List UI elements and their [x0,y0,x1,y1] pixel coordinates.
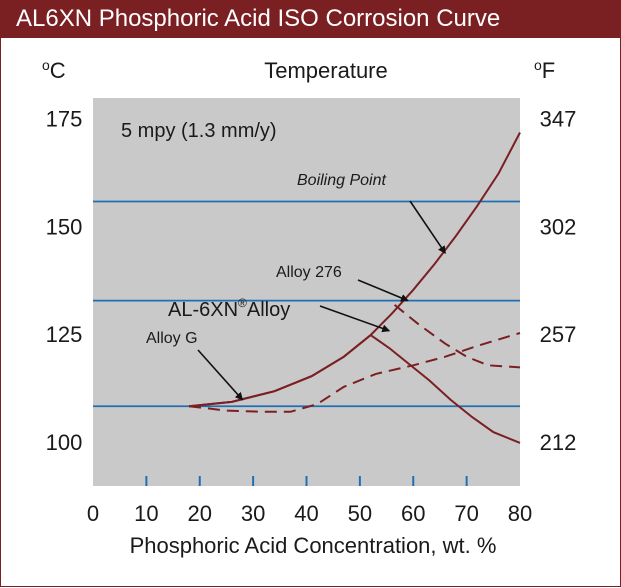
x-tick-label: 40 [294,501,318,526]
series-al-6xn-alloy [188,333,521,444]
plot-area [93,98,520,486]
y-tick-label-left: 125 [46,322,83,347]
y-tick-label-right: 302 [540,214,577,239]
chart-title: AL6XN Phosphoric Acid ISO Corrosion Curv… [16,5,501,32]
chart-subtitle: 5 mpy (1.3 mm/y) [121,120,277,142]
annotation-alloy-g: Alloy G [146,330,198,347]
y-unit-left: oC [42,57,66,83]
chart-inner-title: Temperature [264,58,388,83]
y-tick-label-left: 150 [46,214,83,239]
y-tick-label-right: 347 [540,107,577,132]
annotation-arrow-alloy-g [197,349,244,401]
y-tick-label-left: 175 [46,107,83,132]
x-tick-label: 60 [401,501,425,526]
x-tick-label: 50 [348,501,372,526]
y-tick-label-left: 100 [46,430,83,455]
y-unit-right: oF [534,57,555,83]
annotation-alloy-276: Alloy 276 [276,264,342,281]
x-tick-label: 10 [134,501,158,526]
annotation-arrow-al-6xn [319,305,391,333]
title-bar: AL6XN Phosphoric Acid ISO Corrosion Curv… [0,0,621,38]
x-tick-label: 70 [454,501,478,526]
annotation-arrow-alloy-276 [357,279,409,302]
x-tick-label: 80 [508,501,532,526]
series-alloy-g [188,332,521,413]
annotation-al-6xn: AL-6XN®Alloy [168,296,290,321]
annotation-arrow-boiling-point [409,200,446,255]
x-axis-label: Phosphoric Acid Concentration, wt. % [130,533,497,558]
x-tick-label: 0 [87,501,99,526]
y-tick-label-right: 212 [540,430,577,455]
annotation-boiling-point: Boiling Point [297,172,387,189]
x-tick-label: 20 [188,501,212,526]
series-alloy-276 [393,304,521,369]
y-tick-label-right: 257 [540,322,577,347]
x-tick-label: 30 [241,501,265,526]
